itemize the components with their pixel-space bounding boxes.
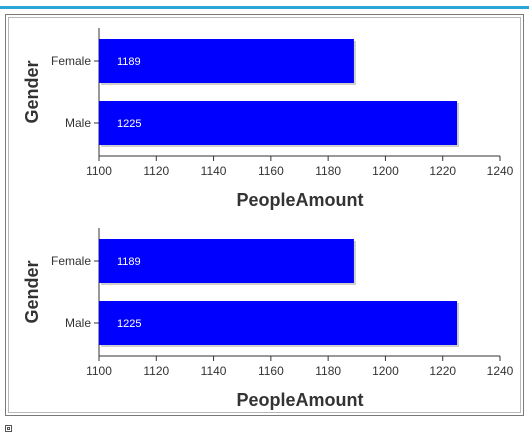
x-tick-label: 1220 (429, 364, 456, 378)
x-tick-label: 1120 (143, 364, 169, 378)
y-category-label: Female (51, 254, 91, 268)
x-tick-label: 1180 (315, 364, 341, 378)
bar-data-label: 1189 (117, 256, 141, 268)
x-tick-label: 1160 (258, 364, 284, 378)
bar-data-label: 1225 (117, 318, 141, 330)
x-tick-label: 1120 (143, 164, 169, 178)
bar-data-label: 1225 (117, 118, 141, 130)
bar-data-label: 1189 (117, 56, 141, 68)
x-tick-label: 1180 (315, 164, 341, 178)
x-tick-label: 1100 (86, 364, 112, 378)
x-axis-title: PeopleAmount (236, 190, 363, 210)
bar-female (99, 239, 354, 283)
resize-handle-icon[interactable] (5, 425, 12, 432)
x-tick-label: 1140 (201, 164, 227, 178)
y-category-label: Female (51, 54, 91, 68)
gender-bar-chart-2: PeopleAmount Gender 1100 1120 1140 1160 1180… (22, 228, 514, 410)
bar-male (99, 101, 458, 145)
x-tick-label: 1240 (487, 164, 514, 178)
gender-bar-chart-1: PeopleAmount Gender 1100 1120 1140 1160 1180… (22, 28, 514, 210)
report-panel-inner-border (8, 17, 521, 413)
y-axis-title: Gender (22, 60, 42, 123)
x-tick-label: 1240 (487, 364, 514, 378)
x-tick-label: 1100 (86, 164, 112, 178)
y-axis-title: Gender (22, 260, 42, 323)
x-tick-label: 1200 (372, 164, 399, 178)
y-category-label: Male (65, 116, 91, 130)
bar-male (99, 301, 458, 345)
x-tick-label: 1160 (258, 164, 284, 178)
x-tick-label: 1220 (429, 164, 456, 178)
y-category-label: Male (65, 316, 91, 330)
x-axis-title: PeopleAmount (236, 390, 363, 410)
x-tick-label: 1200 (372, 364, 399, 378)
bar-female (99, 39, 354, 83)
window-top-accent-bar (0, 6, 529, 9)
x-tick-label: 1140 (201, 364, 227, 378)
